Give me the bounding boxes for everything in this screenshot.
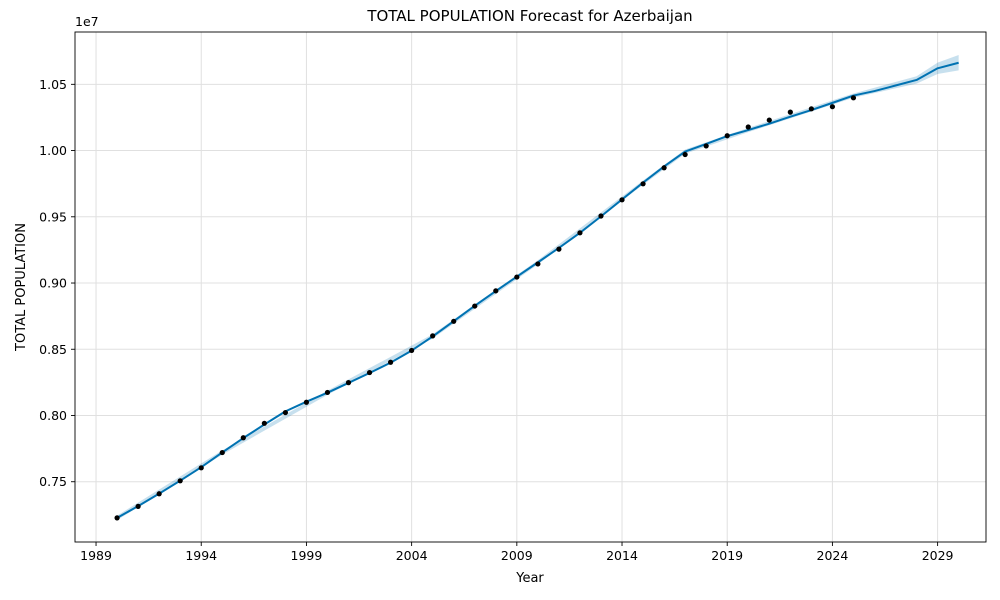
actual-data-point — [282, 409, 288, 416]
actual-data-point — [430, 333, 436, 339]
actual-data-point — [766, 117, 772, 123]
y-tick-label: 0.85 — [39, 342, 67, 357]
actual-data-point — [577, 230, 583, 236]
x-axis-label: Year — [515, 571, 544, 586]
x-axis-ticks: 1989 1994 1999 2004 2009 2014 2019 2024 2029 — [80, 542, 954, 563]
actual-data-point — [598, 213, 604, 219]
y-axis-ticks: 0.75 0.80 0.85 0.90 0.95 1.00 1.05 — [39, 77, 75, 489]
actual-data-point — [345, 380, 352, 386]
x-tick-label: 2004 — [396, 548, 428, 563]
actual-points-layer — [114, 95, 857, 521]
x-tick-label: 2009 — [501, 548, 533, 563]
actual-data-point — [324, 389, 331, 396]
y-tick-label: 1.05 — [39, 77, 67, 92]
y-offset-label: 1e7 — [75, 14, 99, 29]
actual-data-point — [640, 181, 646, 187]
actual-data-point — [156, 491, 162, 497]
actual-data-point — [198, 465, 204, 471]
actual-data-point — [703, 143, 709, 149]
actual-data-point — [114, 515, 120, 521]
actual-data-point — [303, 399, 310, 405]
x-tick-label: 2019 — [711, 548, 743, 563]
y-tick-label: 0.95 — [39, 209, 67, 224]
actual-data-point — [493, 288, 499, 294]
plot-frame — [74, 31, 987, 543]
actual-data-point — [850, 95, 857, 101]
actual-data-point — [240, 435, 246, 441]
actual-data-point — [556, 246, 562, 252]
actual-data-point — [135, 503, 141, 509]
actual-data-point — [619, 197, 625, 203]
actual-data-point — [472, 303, 478, 309]
grid — [75, 32, 986, 542]
actual-data-point — [177, 478, 183, 484]
actual-data-point — [451, 318, 457, 324]
actual-data-point — [661, 165, 667, 171]
y-axis-label: TOTAL POPULATION — [14, 223, 29, 352]
x-tick-label: 1994 — [185, 548, 217, 563]
actual-data-point — [682, 151, 688, 158]
actual-data-point — [261, 420, 267, 426]
x-tick-label: 2014 — [606, 548, 638, 563]
actual-data-point — [745, 124, 751, 130]
y-tick-label: 1.00 — [39, 143, 67, 158]
x-tick-label: 1989 — [80, 548, 112, 563]
y-tick-label: 0.75 — [39, 474, 67, 489]
actual-data-point — [219, 449, 225, 456]
actual-data-point — [535, 261, 541, 267]
y-tick-label: 0.90 — [39, 276, 67, 291]
x-tick-label: 1999 — [291, 548, 323, 563]
y-tick-label: 0.80 — [39, 408, 67, 423]
actual-data-point — [829, 104, 836, 110]
actual-data-point — [366, 369, 373, 376]
actual-data-point — [514, 274, 520, 280]
actual-data-point — [387, 359, 394, 365]
x-tick-label: 2029 — [922, 548, 954, 563]
actual-data-point — [808, 106, 814, 112]
actual-data-point — [787, 109, 793, 115]
actual-data-point — [409, 347, 415, 354]
chart-title: TOTAL POPULATION Forecast for Azerbaijan — [366, 7, 692, 25]
x-tick-label: 2024 — [817, 548, 849, 563]
actual-data-point — [724, 133, 730, 139]
